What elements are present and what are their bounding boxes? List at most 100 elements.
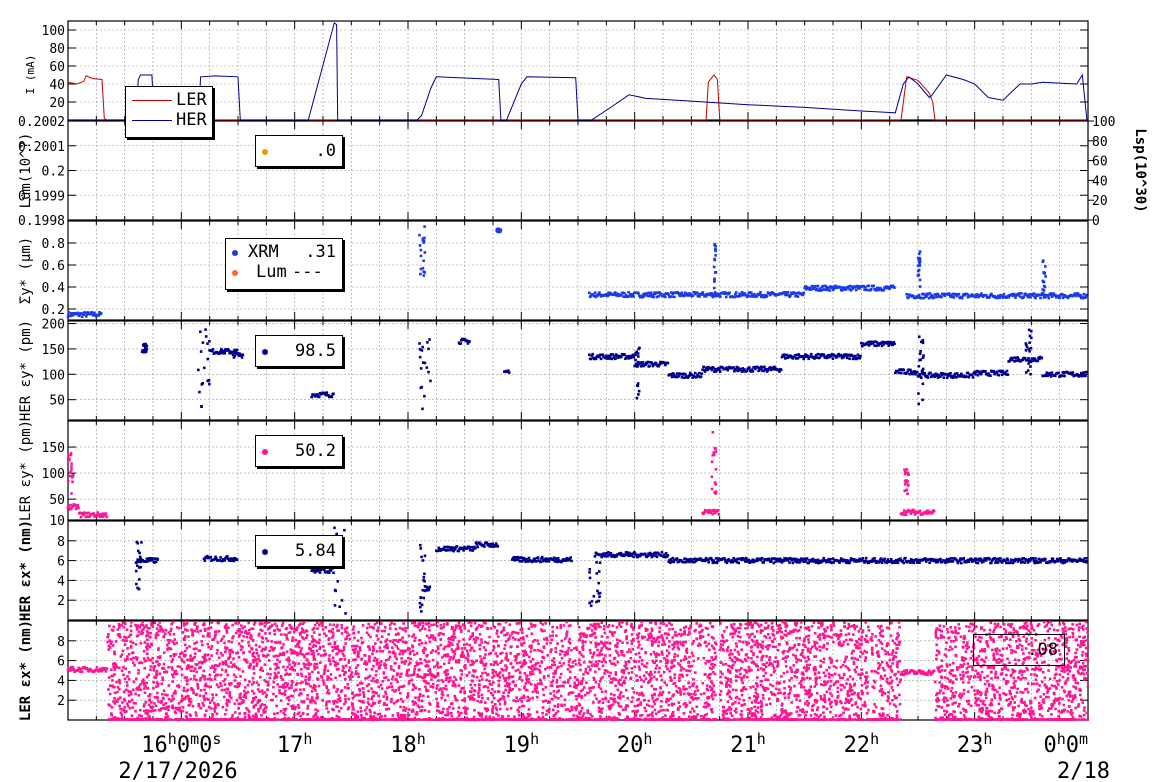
data-point — [689, 710, 692, 714]
data-point — [677, 292, 680, 295]
data-point — [624, 688, 628, 692]
data-point — [875, 341, 879, 344]
data-point — [333, 699, 337, 703]
data-point — [650, 362, 654, 365]
data-point — [459, 653, 463, 657]
data-point — [70, 465, 73, 468]
data-point — [1072, 293, 1076, 297]
data-point — [662, 294, 665, 298]
data-point — [522, 556, 526, 560]
data-point — [737, 366, 740, 370]
data-point — [107, 676, 111, 679]
data-point — [411, 700, 415, 703]
data-point — [78, 511, 82, 515]
data-point — [290, 686, 293, 690]
data-point — [1007, 295, 1011, 299]
data-point — [615, 354, 619, 358]
data-point — [605, 292, 609, 296]
data-point — [344, 664, 348, 668]
data-point — [423, 361, 427, 365]
data-point — [860, 558, 864, 562]
data-point — [602, 627, 606, 631]
data-point — [1026, 561, 1030, 564]
data-point — [691, 684, 695, 688]
data-point — [80, 315, 84, 319]
data-point — [913, 513, 917, 516]
data-point — [773, 365, 776, 369]
data-point — [265, 705, 268, 709]
data-point — [446, 708, 449, 711]
data-point — [796, 356, 800, 360]
data-point — [597, 685, 601, 689]
data-point — [436, 671, 440, 675]
data-point — [402, 650, 405, 653]
data-point — [774, 557, 778, 561]
data-point — [85, 666, 89, 670]
data-point — [1010, 558, 1013, 562]
data-point — [461, 547, 465, 551]
data-point — [267, 620, 271, 624]
data-point — [724, 291, 727, 294]
data-point — [473, 641, 477, 644]
data-point — [988, 557, 991, 561]
data-point — [928, 671, 932, 675]
data-point — [596, 653, 599, 657]
data-point — [524, 651, 528, 654]
data-point — [340, 623, 343, 627]
data-point — [788, 295, 791, 299]
data-point — [952, 375, 956, 379]
data-point — [590, 600, 594, 603]
data-point — [771, 366, 775, 370]
data-point — [1029, 346, 1033, 350]
data-point — [252, 692, 256, 695]
data-point — [284, 681, 287, 685]
y-tick-label-0-4: 100 — [42, 24, 65, 39]
data-point — [701, 681, 705, 685]
data-point — [144, 350, 148, 353]
data-point — [76, 669, 80, 672]
data-point — [858, 356, 861, 360]
data-point — [419, 248, 423, 252]
data-point — [67, 311, 71, 314]
data-point — [252, 667, 255, 671]
data-point — [202, 704, 205, 707]
data-point — [442, 625, 446, 629]
data-point — [70, 468, 73, 471]
data-point — [498, 676, 502, 679]
data-point — [396, 714, 400, 717]
data-point — [850, 354, 854, 358]
data-point — [995, 370, 999, 374]
y-tick-label-4-0: 10 — [49, 514, 65, 529]
data-point — [706, 511, 710, 514]
data-point — [326, 678, 329, 681]
data-point — [640, 635, 644, 639]
data-point — [94, 668, 98, 672]
data-point — [706, 627, 709, 631]
data-point — [255, 648, 258, 652]
data-point — [302, 620, 306, 624]
data-point — [718, 370, 722, 373]
data-point — [145, 557, 149, 561]
data-point — [423, 251, 427, 254]
data-point — [588, 568, 592, 571]
data-point — [984, 370, 987, 373]
data-point — [662, 670, 666, 674]
data-point — [66, 668, 70, 672]
data-point — [960, 296, 964, 300]
data-point — [658, 363, 661, 366]
data-point — [154, 557, 157, 560]
data-point — [68, 508, 71, 511]
data-point — [220, 559, 224, 563]
data-point — [834, 354, 837, 358]
data-point — [784, 557, 787, 560]
data-point — [659, 554, 663, 557]
data-point — [155, 627, 159, 630]
data-point — [1082, 371, 1086, 374]
data-point — [122, 673, 125, 677]
data-point — [625, 551, 629, 554]
data-point — [637, 640, 640, 644]
data-point — [692, 709, 696, 713]
data-point — [291, 661, 295, 664]
data-point — [250, 627, 253, 631]
data-point — [342, 558, 345, 562]
